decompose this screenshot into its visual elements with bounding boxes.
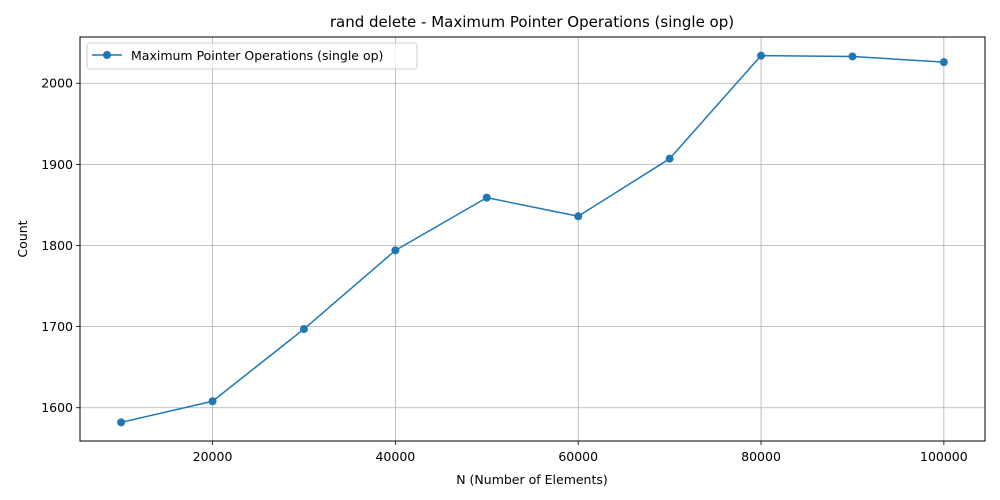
data-point-marker <box>939 58 948 67</box>
x-tick-label: 60000 <box>558 449 598 464</box>
y-tick-label: 1800 <box>41 238 73 253</box>
series-lines <box>120 54 944 424</box>
data-point-marker <box>574 212 583 221</box>
data-point-marker <box>757 51 766 60</box>
chart-title: rand delete - Maximum Pointer Operations… <box>330 13 734 31</box>
data-point-marker <box>208 397 217 406</box>
plot-frame <box>79 36 986 442</box>
series-line <box>120 54 944 424</box>
x-tick-label: 80000 <box>741 449 781 464</box>
data-point-marker <box>848 52 857 61</box>
data-point-marker <box>391 246 400 255</box>
x-tick-label: 100000 <box>920 449 968 464</box>
legend: Maximum Pointer Operations (single op) <box>86 42 418 70</box>
x-axis-label: N (Number of Elements) <box>456 472 608 487</box>
y-axis-ticks: 1600 1700 1800 1900 2000 <box>41 76 80 415</box>
y-tick-label: 1600 <box>41 400 73 415</box>
data-point-marker <box>299 325 308 334</box>
y-tick-label: 1900 <box>41 157 73 172</box>
legend-label: Maximum Pointer Operations (single op) <box>131 48 383 63</box>
y-tick-label: 1700 <box>41 319 73 334</box>
data-point-marker <box>482 193 491 202</box>
data-point-marker <box>117 418 126 427</box>
x-tick-label: 40000 <box>375 449 415 464</box>
series-markers <box>117 51 948 427</box>
legend-marker-swatch <box>103 51 111 59</box>
grid <box>80 37 985 441</box>
y-axis-label: Count <box>15 220 30 257</box>
y-tick-label: 2000 <box>41 76 73 91</box>
data-point-marker <box>665 154 674 163</box>
x-tick-label: 20000 <box>193 449 233 464</box>
x-axis-ticks: 20000 40000 60000 80000 100000 <box>193 441 968 464</box>
legend-box <box>86 42 418 70</box>
